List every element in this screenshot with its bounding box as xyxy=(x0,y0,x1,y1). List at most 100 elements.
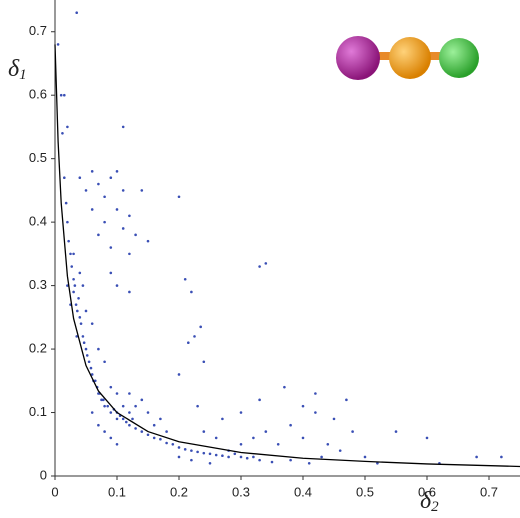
point xyxy=(202,360,206,364)
y-tick-label: 0.6 xyxy=(29,87,47,102)
point xyxy=(252,436,255,440)
point xyxy=(159,437,162,441)
point xyxy=(64,201,68,205)
point xyxy=(72,252,75,256)
point xyxy=(196,450,199,454)
point xyxy=(97,423,100,427)
point xyxy=(97,347,100,351)
point xyxy=(103,360,106,364)
point xyxy=(72,277,75,281)
point xyxy=(500,455,503,459)
point xyxy=(121,417,125,421)
point xyxy=(78,176,82,180)
point xyxy=(70,265,74,268)
point xyxy=(128,252,131,256)
point xyxy=(109,385,113,389)
point xyxy=(121,227,125,230)
y-axis-label: δ1 xyxy=(8,56,27,84)
point xyxy=(264,262,268,265)
point xyxy=(152,436,156,440)
point xyxy=(94,379,97,383)
point xyxy=(177,195,181,199)
point xyxy=(75,335,78,338)
point xyxy=(109,411,113,414)
point xyxy=(214,453,218,457)
point xyxy=(183,277,187,281)
point xyxy=(73,284,77,287)
point xyxy=(128,290,131,294)
point xyxy=(72,290,75,294)
point xyxy=(351,430,354,433)
point xyxy=(103,430,106,433)
point xyxy=(97,233,100,237)
x-tick-label: 0 xyxy=(51,484,58,499)
x-axis-label: δ2 xyxy=(420,488,439,516)
curve xyxy=(54,44,520,468)
point xyxy=(258,458,261,462)
point xyxy=(81,284,85,287)
y-tick-label: 0.2 xyxy=(29,341,47,356)
point xyxy=(115,442,119,446)
point xyxy=(177,446,181,449)
point xyxy=(63,93,66,97)
point xyxy=(115,284,119,287)
point xyxy=(103,404,106,408)
point xyxy=(165,430,168,433)
point xyxy=(227,455,230,459)
point xyxy=(102,398,105,402)
point xyxy=(121,189,125,192)
x-tick-label: 0.3 xyxy=(232,484,250,499)
point xyxy=(214,436,218,440)
point xyxy=(289,423,292,427)
x-tick-label: 0.7 xyxy=(480,484,498,499)
point xyxy=(190,458,193,462)
point xyxy=(475,455,478,459)
point xyxy=(146,239,150,243)
point xyxy=(103,220,106,224)
point xyxy=(90,170,94,173)
point xyxy=(187,341,190,345)
point xyxy=(79,322,83,325)
point xyxy=(128,214,131,218)
point xyxy=(239,442,243,446)
point xyxy=(134,233,137,237)
point xyxy=(140,430,144,433)
point xyxy=(59,93,63,97)
point xyxy=(376,462,379,465)
point xyxy=(90,322,94,325)
point xyxy=(276,442,280,446)
molecule-icon xyxy=(336,36,479,80)
point xyxy=(134,404,137,408)
x-tick-label: 0.4 xyxy=(294,484,312,499)
point xyxy=(332,417,336,421)
point xyxy=(125,420,128,424)
x-tick-label: 0.5 xyxy=(356,484,374,499)
point xyxy=(245,456,249,460)
point xyxy=(128,411,131,414)
point xyxy=(76,309,79,313)
point xyxy=(77,296,80,300)
point xyxy=(84,309,88,313)
point xyxy=(115,170,119,173)
x-tick-label: 0.2 xyxy=(170,484,188,499)
point xyxy=(208,462,212,465)
point xyxy=(100,398,103,402)
point xyxy=(289,458,292,462)
point xyxy=(84,347,88,351)
point xyxy=(202,451,206,455)
point xyxy=(67,239,70,243)
point xyxy=(283,385,286,389)
point xyxy=(239,411,243,414)
y-tick-label: 0 xyxy=(40,467,47,482)
point xyxy=(56,43,60,46)
point xyxy=(97,182,100,186)
point xyxy=(66,125,69,129)
point xyxy=(425,436,429,440)
point xyxy=(159,417,162,421)
point xyxy=(264,430,268,433)
point xyxy=(171,442,175,446)
point xyxy=(81,335,85,338)
point xyxy=(165,441,168,445)
point xyxy=(82,341,86,345)
point xyxy=(190,449,193,452)
